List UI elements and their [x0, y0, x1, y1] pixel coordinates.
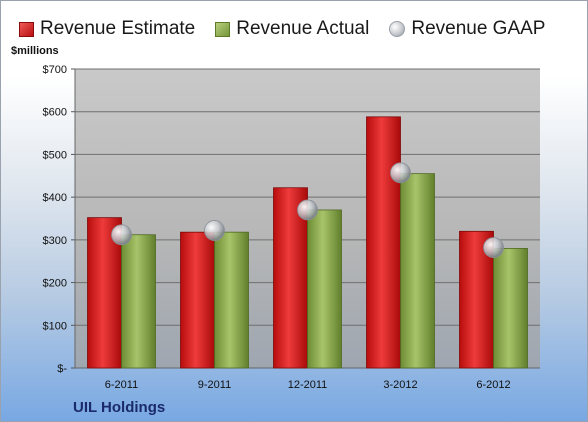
bar-revenue-actual: [121, 234, 156, 369]
x-category-label: 6-2012: [476, 379, 510, 391]
bar-revenue-actual: [400, 173, 435, 369]
y-tick-label: $600: [43, 107, 67, 119]
bar-revenue-actual: [214, 231, 249, 369]
legend-label-actual: Revenue Actual: [236, 18, 370, 39]
marker-revenue-gaap: [204, 220, 225, 241]
bar-revenue-actual: [493, 247, 528, 369]
y-tick-label: $500: [43, 149, 67, 161]
x-category-label: 12-2011: [288, 379, 328, 391]
legend-item-gaap: Revenue GAAP: [389, 18, 545, 40]
y-axis-units-label: $millions: [11, 45, 59, 57]
x-category-label: 3-2012: [383, 379, 417, 391]
y-tick-label: $200: [43, 278, 67, 290]
bar-revenue-estimate: [180, 231, 215, 369]
y-tick-label: $300: [43, 235, 67, 247]
y-tick-label: $100: [43, 320, 67, 332]
y-tick-label: $400: [43, 192, 67, 204]
y-tick-label: $-: [57, 363, 67, 375]
bar-revenue-actual: [307, 209, 342, 369]
x-category-label: 6-2011: [105, 379, 138, 391]
legend-label-estimate: Revenue Estimate: [40, 18, 196, 39]
marker-revenue-gaap: [483, 237, 504, 258]
legend-label-gaap: Revenue GAAP: [411, 18, 546, 39]
legend-swatch-actual: [215, 21, 231, 37]
bar-revenue-estimate: [366, 116, 401, 369]
y-tick-label: $700: [43, 64, 67, 76]
company-name: UIL Holdings: [73, 399, 166, 416]
legend: Revenue Estimate Revenue Actual Revenue …: [19, 17, 565, 41]
marker-revenue-gaap: [390, 162, 411, 184]
x-category-label: 9-2011: [198, 379, 231, 391]
legend-item-actual: Revenue Actual: [215, 18, 369, 40]
legend-marker-gaap: [389, 21, 406, 37]
legend-swatch-estimate: [19, 21, 34, 37]
legend-item-estimate: Revenue Estimate: [19, 18, 195, 40]
marker-revenue-gaap: [111, 224, 132, 246]
marker-revenue-gaap: [297, 199, 318, 221]
